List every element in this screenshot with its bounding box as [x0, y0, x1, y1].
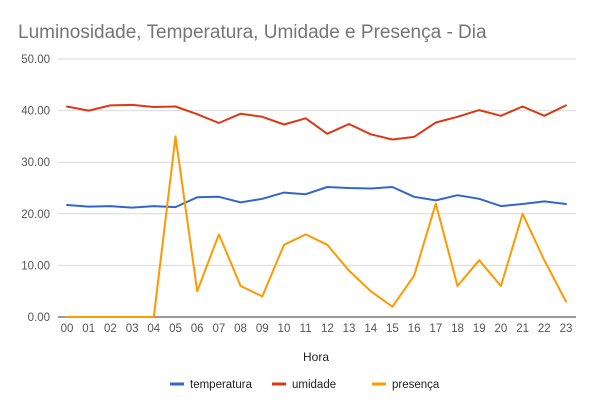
x-axis-label: Hora: [303, 350, 329, 364]
y-tick-label: 50.00: [21, 54, 50, 66]
series-line-temperatura: [66, 186, 567, 209]
gridlines: [58, 58, 576, 318]
x-tick-label: 08: [234, 323, 247, 335]
series-line-presença: [66, 135, 567, 318]
x-tick-label: 09: [256, 323, 269, 335]
series-lines: [66, 103, 567, 318]
series-line-umidade: [66, 103, 567, 141]
x-tick-label: 19: [473, 323, 486, 335]
y-tick-label: 30.00: [21, 157, 50, 169]
y-tick-label: 20.00: [21, 209, 50, 221]
y-tick-label: 40.00: [21, 106, 50, 118]
x-tick-label: 04: [147, 323, 160, 335]
x-axis-ticks: 00 01 02 03 04 05 06 07 08 09 10 11 12 13 14 15 16 17 18 19…: [61, 323, 573, 335]
x-tick-label: 06: [191, 323, 204, 335]
x-tick-label: 17: [429, 323, 442, 335]
legend: temperatura umidade presença: [170, 379, 440, 391]
legend-label: umidade: [292, 379, 336, 391]
y-tick-label: 0.00: [28, 312, 50, 324]
legend-label: temperatura: [190, 379, 253, 391]
x-tick-label: 14: [364, 323, 377, 335]
x-tick-label: 12: [321, 323, 334, 335]
x-tick-label: 10: [278, 323, 291, 335]
x-tick-label: 07: [212, 323, 225, 335]
y-axis-ticks: 0.00 10.00 20.00 30.00 40.00 50.00: [21, 54, 50, 324]
x-tick-label: 21: [516, 323, 529, 335]
x-tick-label: 20: [495, 323, 508, 335]
x-tick-label: 15: [386, 323, 399, 335]
x-tick-label: 23: [560, 323, 573, 335]
x-tick-label: 22: [538, 323, 551, 335]
y-tick-label: 10.00: [21, 260, 50, 272]
x-tick-label: 11: [300, 323, 312, 335]
chart-title: Luminosidade, Temperatura, Umidade e Pre…: [18, 22, 487, 43]
x-tick-label: 01: [82, 323, 95, 335]
x-tick-label: 03: [126, 323, 139, 335]
legend-label: presença: [392, 379, 440, 391]
x-tick-label: 00: [61, 323, 74, 335]
x-tick-label: 02: [104, 323, 117, 335]
x-tick-label: 16: [408, 323, 421, 335]
x-tick-label: 13: [343, 323, 356, 335]
x-tick-label: 18: [451, 323, 464, 335]
x-tick-label: 05: [169, 323, 182, 335]
